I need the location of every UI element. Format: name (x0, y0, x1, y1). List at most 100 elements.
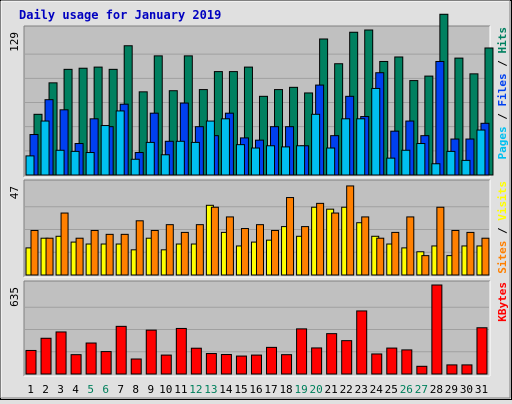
bar-kbytes-29 (446, 364, 458, 375)
x-tick-label: 13 (204, 383, 217, 396)
x-tick-label: 17 (264, 383, 277, 396)
x-tick-label: 10 (159, 383, 172, 396)
bar-kbytes-2 (40, 337, 52, 375)
bar-sites-20 (316, 202, 325, 276)
bar-kbytes-13 (205, 353, 217, 375)
bar-sites-25 (391, 231, 400, 276)
chart-panels: 129 Pages / Files / Hits 47 Sites / Visits 6… (8, 13, 509, 377)
bar-pages-14 (220, 118, 230, 176)
label-separator: / (496, 54, 509, 74)
bar-sites-15 (240, 228, 249, 276)
bar-pages-18 (281, 146, 291, 176)
bar-kbytes-23 (356, 310, 368, 375)
bar-kbytes-1 (25, 349, 37, 375)
bar-kbytes-14 (220, 354, 232, 375)
x-tick-label: 23 (355, 383, 368, 396)
series-kbytes (25, 284, 488, 375)
bar-sites-11 (180, 231, 189, 276)
bar-kbytes-20 (311, 347, 323, 375)
bar-kbytes-9 (145, 329, 157, 375)
bar-kbytes-21 (326, 333, 338, 375)
bar-pages-4 (70, 150, 80, 176)
label-separator: / (496, 221, 509, 241)
bar-sites-26 (406, 216, 415, 276)
x-tick-label: 8 (132, 383, 139, 396)
bar-kbytes-15 (235, 355, 247, 375)
bar-pages-19 (296, 145, 306, 176)
bar-sites-2 (45, 237, 54, 276)
bar-sites-6 (105, 233, 114, 276)
bar-kbytes-25 (386, 347, 398, 375)
bar-kbytes-27 (416, 365, 428, 375)
bar-pages-2 (40, 120, 50, 176)
bar-sites-29 (451, 229, 460, 276)
x-tick-label: 26 (400, 383, 413, 396)
bar-pages-22 (341, 118, 351, 176)
bar-kbytes-5 (85, 342, 97, 375)
bar-kbytes-10 (160, 354, 172, 375)
bar-kbytes-19 (296, 328, 308, 375)
bar-pages-12 (190, 141, 200, 176)
x-tick-label: 21 (325, 383, 338, 396)
bar-pages-24 (371, 87, 381, 176)
x-tick-label: 6 (102, 383, 109, 396)
bar-pages-15 (235, 144, 245, 176)
label-separator: / (496, 107, 509, 127)
bar-sites-14 (225, 216, 234, 276)
bar-pages-3 (55, 149, 65, 176)
bar-pages-17 (266, 145, 276, 176)
bar-kbytes-11 (175, 327, 187, 375)
x-tick-label: 16 (249, 383, 262, 396)
x-tick-label: 5 (87, 383, 94, 396)
bar-sites-21 (331, 212, 340, 276)
x-tick-label: 31 (475, 383, 488, 396)
bar-pages-29 (446, 150, 456, 176)
right-axis-label: Pages / Files / Hits (496, 27, 509, 160)
bar-pages-7 (115, 110, 125, 176)
bar-pages-26 (401, 149, 411, 176)
bar-pages-5 (85, 152, 95, 176)
x-tick-label: 2 (42, 383, 49, 396)
bar-kbytes-7 (115, 325, 127, 375)
y-axis-max-label: 129 (8, 32, 21, 52)
bar-pages-27 (416, 143, 426, 176)
series-pages (25, 87, 486, 176)
chart-title: Daily usage for January 2019 (19, 8, 221, 22)
bar-kbytes-26 (401, 349, 413, 375)
bar-pages-23 (356, 118, 366, 176)
bar-pages-21 (326, 147, 336, 176)
right-axis-label: KBytes (496, 282, 509, 322)
x-tick-label: 29 (445, 383, 458, 396)
bar-sites-10 (165, 224, 174, 276)
bar-sites-13 (210, 206, 219, 276)
x-tick-label: 30 (460, 383, 473, 396)
x-tick-label: 15 (234, 383, 247, 396)
bar-sites-23 (361, 216, 370, 276)
bar-sites-19 (301, 226, 310, 276)
bar-pages-11 (175, 140, 185, 176)
bar-sites-5 (90, 229, 99, 276)
panel-kbytes: 635 KBytes (8, 280, 509, 377)
series-label-files: Files (496, 73, 509, 106)
bar-pages-25 (386, 157, 396, 176)
x-tick-label: 19 (294, 383, 307, 396)
bar-kbytes-17 (266, 346, 278, 375)
bar-kbytes-28 (431, 284, 443, 375)
bar-kbytes-8 (130, 358, 142, 375)
y-axis-max-label: 47 (8, 186, 21, 199)
bar-kbytes-3 (55, 331, 67, 375)
bar-pages-20 (311, 113, 321, 176)
bar-sites-8 (135, 220, 144, 276)
x-tick-label: 1 (27, 383, 34, 396)
bar-kbytes-6 (100, 351, 112, 375)
bar-pages-30 (461, 159, 471, 176)
right-axis-label: Sites / Visits (496, 181, 509, 274)
x-tick-label: 4 (72, 383, 79, 396)
bar-kbytes-16 (250, 354, 262, 375)
x-tick-label: 7 (117, 383, 124, 396)
bar-pages-6 (100, 125, 110, 176)
bar-sites-9 (150, 229, 159, 276)
panel-hits-files-pages: 129 Pages / Files / Hits (8, 13, 509, 178)
bar-sites-3 (60, 212, 69, 276)
x-tick-label: 22 (340, 383, 353, 396)
